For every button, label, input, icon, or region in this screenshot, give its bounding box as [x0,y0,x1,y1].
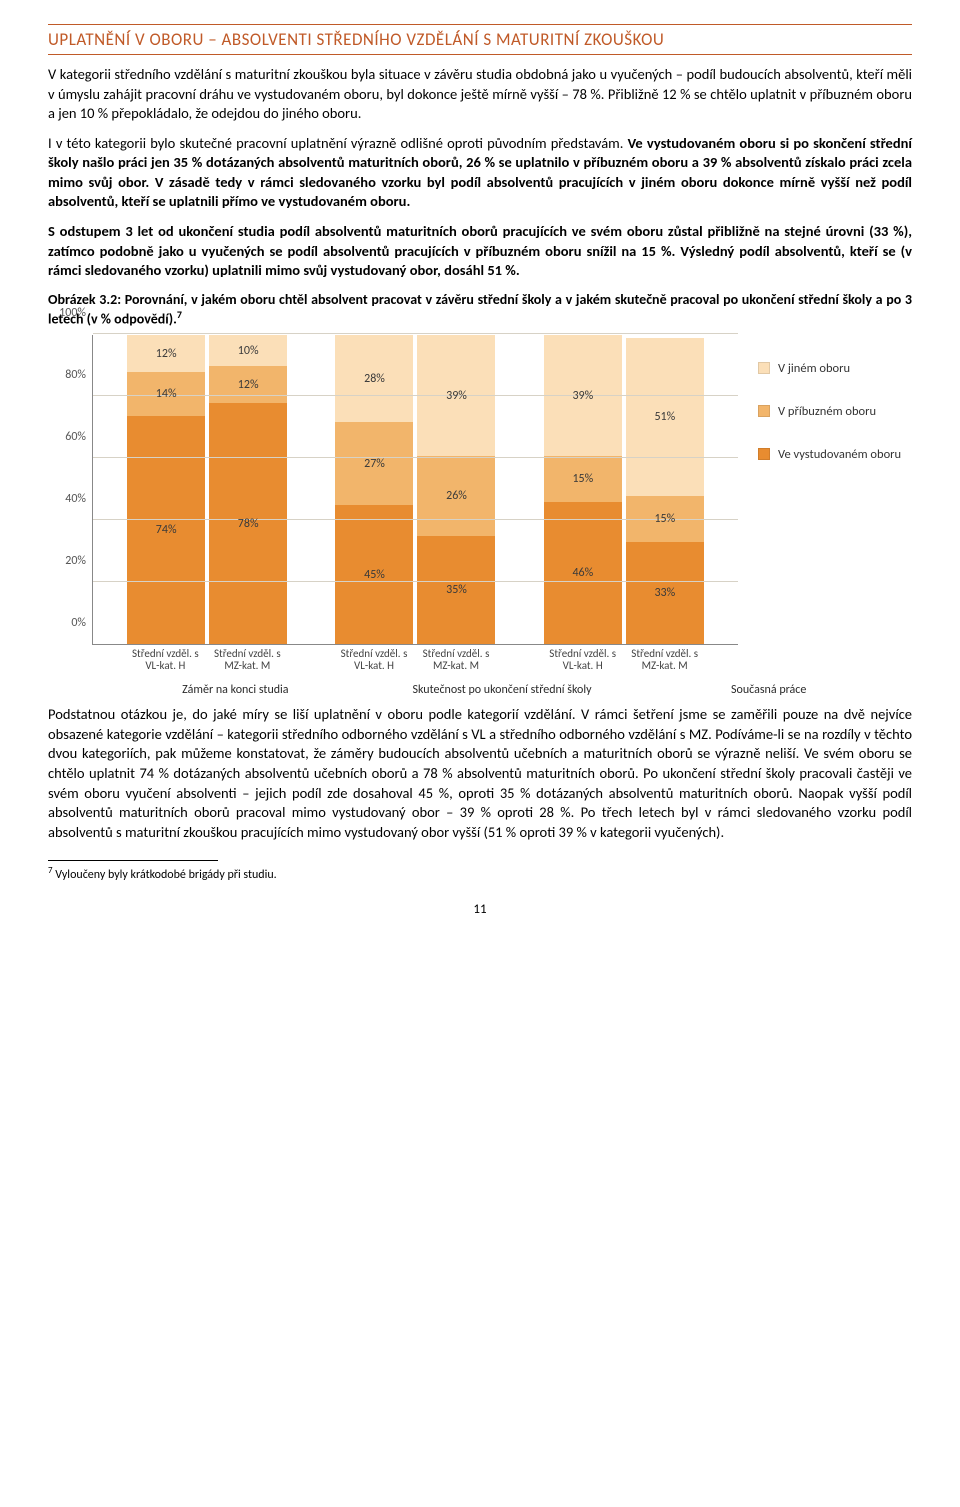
bar-segment: 46% [544,502,622,644]
y-tick-label: 40% [65,492,86,506]
x-axis-label: Střední vzděl. s MZ-kat. M [208,645,286,675]
bar-value-label: 12% [156,347,177,361]
bar-value-label: 15% [572,472,593,486]
bar-value-label: 51% [654,410,675,424]
bar-value-label: 74% [156,523,177,537]
group-label: Záměr na konci studia [102,679,369,697]
bar-segment: 74% [127,416,205,645]
x-axis-label: Střední vzděl. s MZ-kat. M [417,645,495,675]
chart-container: 0%20%40%60%80%100% 74%14%12%78%12%10%45%… [48,335,912,705]
x-axis-label: Střední vzděl. s VL-kat. H [544,645,622,675]
bar-segment: 12% [209,366,287,403]
stacked-bar: 33% 15% 51% [626,335,704,644]
gridline [93,395,738,396]
legend-label: Ve vystudovaném oboru [778,447,901,462]
section-heading: UPLATNĚNÍ V OBORU – ABSOLVENTI STŘEDNÍHO… [48,24,912,55]
y-tick-label: 60% [65,430,86,444]
bar-segment: 45% [335,505,413,644]
legend-item: Ve vystudovaném oboru [758,447,912,462]
bar-segment: 51% [626,338,704,496]
y-tick-label: 80% [65,368,86,382]
bar-value-label: 27% [364,457,385,471]
bar-value-label: 28% [364,372,385,386]
x-label-group: Střední vzděl. s VL-kat. HStřední vzděl.… [102,645,311,675]
legend-swatch [758,362,770,374]
gridline [93,457,738,458]
gridline [93,333,738,334]
paragraph-4: Podstatnou otázkou je, do jaké míry se l… [48,705,912,842]
bar-value-label: 26% [446,489,467,503]
bar-segment: 35% [417,536,495,644]
group-label: Současná práce [635,679,902,697]
bar-value-label: 35% [446,583,467,597]
bar-segment: 12% [127,335,205,372]
bar-value-label: 39% [572,389,593,403]
footnote: 7 Vyloučeny byly krátkodobé brigády při … [48,865,912,882]
bar-segment: 27% [335,422,413,505]
bar-group: 45% 27% 28% 35% 26% 39% [311,335,519,644]
chart-plot-area: 0%20%40%60%80%100% 74%14%12%78%12%10%45%… [48,335,738,675]
x-label-group: Střední vzděl. s VL-kat. HStřední vzděl.… [519,645,728,675]
bar-value-label: 14% [156,387,177,401]
bar-value-label: 78% [238,517,259,531]
footnote-text: Vyloučeny byly krátkodobé brigády při st… [53,868,277,882]
bar-value-label: 39% [446,389,467,403]
bar-segment: 15% [544,456,622,502]
chart-legend: V jiném oboru V příbuzném oboru Ve vystudo… [738,335,912,490]
x-label-group: Střední vzděl. s VL-kat. HStřední vzděl.… [311,645,520,675]
chart-columns: 74% 14% 12% 78% 12% 10% 45% 27% 28% 35% 26% 39% 46% 1… [93,335,738,644]
legend-label: V příbuzném oboru [778,404,876,419]
bar-segment: 26% [417,456,495,536]
stacked-bar: 46% 15% 39% [544,335,622,644]
y-tick-label: 20% [65,554,86,568]
bar-value-label: 10% [238,344,259,358]
legend-swatch [758,448,770,460]
bar-group: 46% 15% 39% 33% 15% 51% [520,335,728,644]
chart-x-axis: Střední vzděl. s VL-kat. HStřední vzděl.… [92,645,738,675]
paragraph-2: I v této kategorii bylo skutečné pracovn… [48,134,912,212]
bar-value-label: 12% [238,378,259,392]
legend-item: V příbuzném oboru [758,404,912,419]
x-axis-label: Střední vzděl. s MZ-kat. M [626,645,704,675]
x-axis-label: Střední vzděl. s VL-kat. H [126,645,204,675]
group-label: Skutečnost po ukončení střední školy [369,679,636,697]
gridline [93,519,738,520]
bar-group: 74% 14% 12% 78% 12% 10% [103,335,311,644]
stacked-bar: 45% 27% 28% [335,335,413,644]
legend-item: V jiném oboru [758,361,912,376]
bar-value-label: 45% [364,568,385,582]
gridline [93,581,738,582]
page-number: 11 [48,902,912,917]
bar-value-label: 15% [654,512,675,526]
bar-segment: 14% [127,372,205,415]
chart-group-labels: Záměr na konci studiaSkutečnost po ukonč… [92,679,912,697]
paragraph-3: S odstupem 3 let od ukončení studia podí… [48,222,912,281]
y-tick-label: 0% [71,616,86,630]
bar-segment: 33% [626,542,704,644]
legend-swatch [758,405,770,417]
chart-plot: 74% 14% 12% 78% 12% 10% 45% 27% 28% 35% 26% 39% 46% 1… [92,335,738,645]
bar-segment: 10% [209,335,287,366]
figure-caption: Obrázek 3.2: Porovnání, v jakém oboru ch… [48,291,912,328]
stacked-bar: 35% 26% 39% [417,335,495,644]
paragraph-2-plain: I v této kategorii bylo skutečné pracovn… [48,134,628,152]
figure-caption-sup: 7 [177,308,182,321]
y-tick-label: 100% [59,306,86,320]
bar-value-label: 46% [572,566,593,580]
bar-segment: 28% [335,335,413,422]
legend-label: V jiném oboru [778,361,850,376]
paragraph-1: V kategorii středního vzdělání s maturit… [48,65,912,124]
stacked-bar: 78% 12% 10% [209,335,287,644]
bar-segment: 78% [209,403,287,644]
footnote-rule [48,860,218,861]
chart-y-axis: 0%20%40%60%80%100% [48,335,92,645]
x-axis-label: Střední vzděl. s VL-kat. H [335,645,413,675]
stacked-bar: 74% 14% 12% [127,335,205,644]
bar-value-label: 33% [654,586,675,600]
